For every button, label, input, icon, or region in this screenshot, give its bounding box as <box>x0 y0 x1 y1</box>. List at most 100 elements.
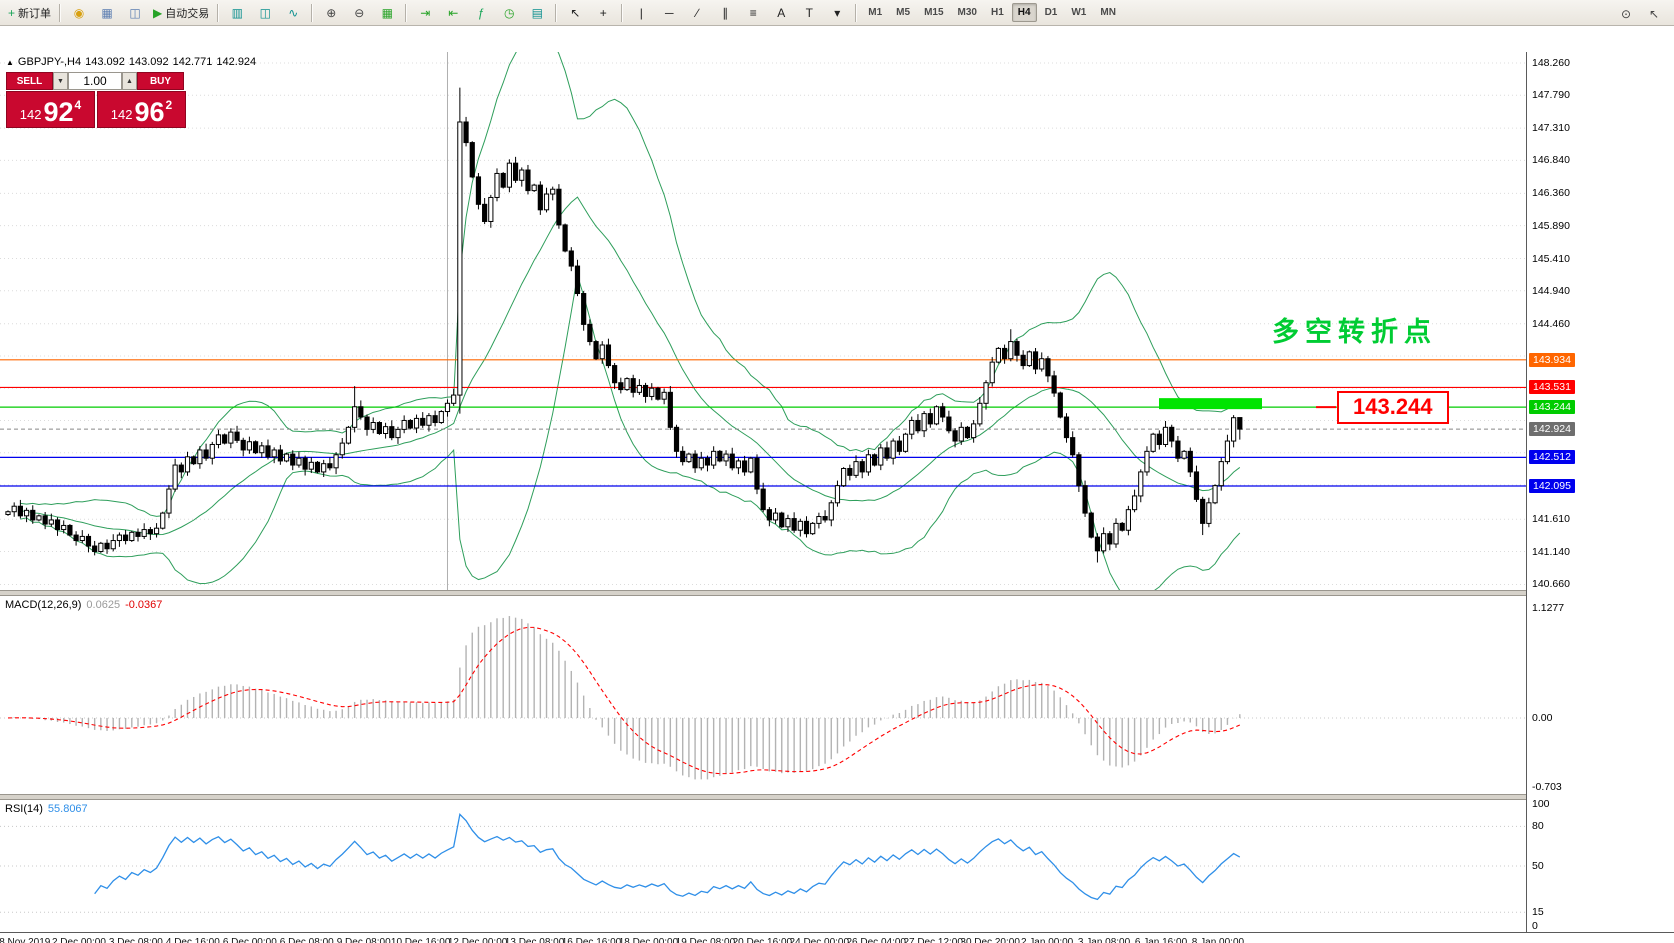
volume-input[interactable] <box>68 72 122 90</box>
toolbar-separator <box>311 3 314 22</box>
templates-icon: ▤ <box>531 5 543 20</box>
new-order-button[interactable]: + 新订单 <box>5 2 54 24</box>
time-axis-label: 6 Dec 00:00 <box>222 937 277 943</box>
rsi-axis-label: 50 <box>1532 860 1544 872</box>
timeframe-m15-button[interactable]: M15 <box>924 7 944 18</box>
macd-value: 0.0625 <box>86 599 121 611</box>
auto-scroll-button[interactable]: ⇥ <box>412 2 438 24</box>
time-axis-label: 2 Jan 00:00 <box>1020 937 1074 943</box>
volume-decrease-button[interactable]: ▼ <box>53 72 68 90</box>
price-callout-label: 143.244 <box>1337 391 1449 424</box>
price-axis-label: 144.940 <box>1532 284 1570 297</box>
time-axis-label: 27 Dec 12:00 <box>903 937 963 943</box>
timeframe-m30-button[interactable]: M30 <box>957 7 977 18</box>
chart-window: ▲ GBPJPY-,H4 143.092 143.092 142.771 142.924 … <box>0 26 1674 943</box>
panel-splitter[interactable] <box>0 794 1674 800</box>
timeframe-mn-button[interactable]: MN <box>1100 7 1116 18</box>
alerts-icon: ◉ <box>73 5 85 20</box>
channel-icon: ∥ <box>722 5 729 20</box>
text-icon: A <box>777 5 786 20</box>
text-button[interactable]: A <box>768 2 794 24</box>
timeframe-h4-button[interactable]: H4 <box>1011 3 1037 22</box>
price-axis-label: 146.360 <box>1532 187 1570 200</box>
line-chart-button[interactable]: ∿ <box>280 2 306 24</box>
timeframe-w1-button[interactable]: W1 <box>1071 7 1087 18</box>
timeframe-d1-button[interactable]: D1 <box>1044 7 1058 18</box>
time-axis-label: 28 Nov 2019 <box>0 937 51 943</box>
cursor-button[interactable]: ↖ <box>562 2 588 24</box>
zoom-out-button[interactable]: ⊖ <box>346 2 372 24</box>
market-watch-icon: ▦ <box>101 5 113 20</box>
rsi-indicator-panel[interactable] <box>0 800 1526 932</box>
alerts-button[interactable]: ◉ <box>66 2 92 24</box>
templates-button[interactable]: ▤ <box>524 2 550 24</box>
channel-button[interactable]: ∥ <box>712 2 738 24</box>
new-order-icon: + <box>8 5 16 20</box>
shapes-dropdown-button[interactable]: ▾ <box>824 2 850 24</box>
quick-search-button[interactable]: ⊙ <box>1613 3 1639 25</box>
timeframe-m1-button[interactable]: M1 <box>868 7 883 18</box>
time-axis-label: 4 Dec 16:00 <box>165 937 220 943</box>
chart-shift-button[interactable]: ⇤ <box>440 2 466 24</box>
cursor-tool-button[interactable]: ↖ <box>1641 3 1667 25</box>
market-watch-button[interactable]: ▦ <box>94 2 120 24</box>
time-axis-label: 2 Dec 00:00 <box>51 937 106 943</box>
timeframe-m5-button[interactable]: M5 <box>896 7 911 18</box>
bar-chart-icon: ▥ <box>231 5 243 20</box>
price-axis-label: 147.790 <box>1532 89 1570 102</box>
buy-price-tile[interactable]: 142 96 2 <box>97 91 186 128</box>
one-click-collapse-arrow[interactable]: ▲ <box>6 58 14 67</box>
time-axis-label: 13 Dec 08:00 <box>504 937 565 943</box>
macd-indicator-panel[interactable] <box>0 596 1526 796</box>
periods-icon: ◷ <box>504 5 515 20</box>
toolbar-separator <box>59 3 62 22</box>
time-axis-label: 10 Dec 16:00 <box>390 937 451 943</box>
sell-price-tile[interactable]: 142 92 4 <box>6 91 95 128</box>
trendline-button[interactable]: ∕ <box>684 2 710 24</box>
time-axis-label: 3 Dec 08:00 <box>108 937 163 943</box>
horizontal-line-button[interactable]: ─ <box>656 2 682 24</box>
buy-button[interactable]: BUY <box>137 72 184 90</box>
trendline-icon: ∕ <box>696 5 699 20</box>
price-axis-label: 144.460 <box>1532 317 1570 330</box>
candlestick-chart-button[interactable]: ◫ <box>252 2 278 24</box>
zoom-in-button[interactable]: ⊕ <box>318 2 344 24</box>
zoom-in-icon: ⊕ <box>326 5 337 20</box>
price-axis-label: 141.610 <box>1532 513 1570 526</box>
price-axis-label: 148.260 <box>1532 56 1570 69</box>
sell-button[interactable]: SELL <box>6 72 53 90</box>
text-label-button[interactable]: T <box>796 2 822 24</box>
price-axis-divider <box>1526 52 1527 932</box>
line-chart-icon: ∿ <box>288 5 299 20</box>
indicators-button[interactable]: ƒ <box>468 2 494 24</box>
macd-axis-label: 0.00 <box>1532 711 1553 724</box>
buy-price-prefix: 142 <box>110 106 133 122</box>
quick-search-icon: ⊙ <box>1620 7 1632 21</box>
timeframe-h1-button[interactable]: H1 <box>990 7 1004 18</box>
periods-button[interactable]: ◷ <box>496 2 522 24</box>
main-price-chart[interactable] <box>0 52 1526 592</box>
data-window-button[interactable]: ◫ <box>122 2 148 24</box>
fibonacci-button[interactable]: ≡ <box>740 2 766 24</box>
bar-chart-button[interactable]: ▥ <box>224 2 250 24</box>
time-axis-label: 8 Jan 00:00 <box>1191 937 1245 943</box>
crosshair-button[interactable]: + <box>590 2 616 24</box>
price-level-tag: 142.095 <box>1529 478 1575 493</box>
rsi-axis-label: 15 <box>1532 906 1544 919</box>
volume-increase-button[interactable]: ▲ <box>122 72 137 90</box>
toolbar-separator <box>855 3 858 22</box>
rsi-axis-label: 100 <box>1532 798 1550 810</box>
bar-high-value: 143.092 <box>128 56 169 68</box>
autotrading-button[interactable]: ▶ 自动交易 <box>150 2 212 24</box>
price-level-tag: 143.934 <box>1529 352 1575 367</box>
toolbar-buttons: + 新订单 ◉ ▦ ◫ ▶ 自动交易 ▥ ◫ ∿ ⊕ ⊖ ▦ ⇥ ⇤ ƒ ◷ ▤ ↖ + | ─ ∕ ∥ ≡ A T ▾ M1 M5 M15… <box>4 2 1123 24</box>
crosshair-icon: + <box>599 5 607 20</box>
vertical-line-button[interactable]: | <box>628 2 654 24</box>
text-label-icon: T <box>805 5 813 20</box>
price-axis[interactable]: 148.260 147.790 147.310 146.840 146.360 145.8… <box>1527 52 1674 932</box>
panel-splitter[interactable] <box>0 590 1674 596</box>
tile-windows-button[interactable]: ▦ <box>374 2 400 24</box>
time-axis-label: 12 Dec 00:00 <box>447 937 508 943</box>
